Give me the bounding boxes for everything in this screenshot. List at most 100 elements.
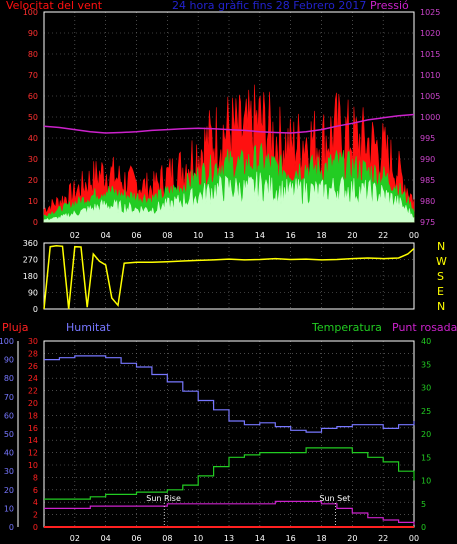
- chart-frames: [17, 11, 415, 528]
- pressure-ytick: 975: [420, 218, 435, 227]
- humidity-xtick: 06: [131, 534, 141, 543]
- wind-xtick: 10: [193, 231, 203, 240]
- rain-ytick: 30: [28, 337, 38, 346]
- cardinal-n-top: N: [437, 240, 445, 253]
- wind-speed-label: Velocitat del vent: [6, 0, 103, 12]
- humitat-ytick: 20: [4, 486, 14, 495]
- temperatura-ytick: 40: [421, 337, 431, 346]
- pressure-ytick: 980: [420, 197, 435, 206]
- humitat-ytick: 60: [4, 411, 14, 420]
- direction-ytick: 270: [23, 256, 38, 265]
- temperatura-series: [44, 447, 415, 500]
- rain-ytick: 0: [33, 523, 38, 532]
- wind-xtick: 08: [162, 231, 172, 240]
- humitat-ytick: 100: [0, 337, 14, 346]
- wind-ytick: 70: [28, 71, 38, 80]
- wind-min-series: [43, 171, 415, 223]
- punt-rosada-label: Punt rosada: [392, 321, 457, 334]
- humitat-ytick: 40: [4, 449, 14, 458]
- pressure-ytick: 1005: [420, 92, 440, 101]
- wind-direction-series: [43, 245, 415, 310]
- humitat-label: Humitat: [66, 321, 111, 334]
- humitat-ytick: 70: [4, 393, 14, 402]
- pressure-ytick: 1020: [420, 29, 440, 38]
- humidity-xtick: 20: [347, 534, 357, 543]
- wind-ytick: 20: [28, 176, 38, 185]
- wind-ytick: 50: [28, 113, 38, 122]
- rain-ytick: 26: [28, 362, 38, 371]
- wind-xtick: 22: [378, 231, 388, 240]
- direction-ytick: 0: [33, 305, 38, 314]
- humidity-xtick: 13: [224, 534, 234, 543]
- cardinal-w: W: [436, 255, 447, 268]
- humidity-xtick: 22: [378, 534, 388, 543]
- cardinal-e: E: [437, 285, 444, 298]
- humidity-xtick: 10: [193, 534, 203, 543]
- rain-ytick: 10: [28, 461, 38, 470]
- direction-ytick: 360: [23, 239, 38, 248]
- rain-ytick: 24: [28, 374, 38, 383]
- pluja-label: Pluja: [2, 321, 28, 334]
- pressure-ytick: 1015: [420, 50, 440, 59]
- wind-ytick: 90: [28, 29, 38, 38]
- direction-ytick: 90: [28, 289, 38, 298]
- tick-labels: 0102030405060708090100975980985990995100…: [0, 8, 440, 543]
- rain-ytick: 28: [28, 349, 38, 358]
- humitat-ytick: 50: [4, 430, 14, 439]
- wind-xtick: 06: [131, 231, 141, 240]
- wind-xtick: 18: [316, 231, 326, 240]
- rain-ytick: 18: [28, 411, 38, 420]
- rain-ytick: 6: [33, 486, 38, 495]
- direction-ytick: 180: [23, 272, 38, 281]
- pressure-series: [43, 113, 415, 134]
- temperatura-ytick: 15: [421, 453, 431, 462]
- sun-set-label: Sun Set: [319, 494, 350, 503]
- pressure-label: Pressió: [370, 0, 409, 12]
- temperatura-ytick: 35: [421, 360, 431, 369]
- wind-xtick: 04: [101, 231, 111, 240]
- grid-lines: [44, 11, 415, 528]
- humidity-xtick: 16: [286, 534, 296, 543]
- pressure-ytick: 1000: [420, 113, 440, 122]
- temperatura-ytick: 10: [421, 477, 431, 486]
- pressure-ytick: 1025: [420, 8, 440, 17]
- cardinal-n-bottom: N: [437, 300, 445, 313]
- humidity-xtick: 04: [101, 534, 111, 543]
- pressure-ytick: 985: [420, 176, 435, 185]
- temperatura-ytick: 0: [421, 523, 426, 532]
- rain-ytick: 2: [33, 511, 38, 520]
- temperatura-ytick: 25: [421, 407, 431, 416]
- wind-xtick: 00: [409, 231, 419, 240]
- temperatura-ytick: 20: [421, 430, 431, 439]
- humidity-xtick: 02: [70, 534, 80, 543]
- rain-ytick: 16: [28, 424, 38, 433]
- wind-xtick: 16: [286, 231, 296, 240]
- rain-ytick: 20: [28, 399, 38, 408]
- humitat-series: [44, 355, 415, 433]
- wind-ytick: 100: [23, 8, 38, 17]
- humitat-ytick: 0: [9, 523, 14, 532]
- temperatura-label: Temperatura: [311, 321, 382, 334]
- punt-rosada-series: [44, 500, 415, 525]
- wind-xtick: 14: [255, 231, 265, 240]
- chart-title: 24 hora gràfic fins 28 Febrero 2017: [172, 0, 366, 12]
- rain-ytick: 8: [33, 473, 38, 482]
- humitat-ytick: 30: [4, 467, 14, 476]
- wind-ytick: 30: [28, 155, 38, 164]
- wind-ytick: 80: [28, 50, 38, 59]
- pressure-ytick: 995: [420, 134, 435, 143]
- rain-ytick: 12: [28, 449, 38, 458]
- humidity-xtick: 14: [255, 534, 265, 543]
- data-series: [43, 84, 415, 528]
- wind-xtick: 13: [224, 231, 234, 240]
- pressure-ytick: 990: [420, 155, 435, 164]
- humidity-xtick: 18: [316, 534, 326, 543]
- wind-ytick: 0: [33, 218, 38, 227]
- wind-xtick: 02: [70, 231, 80, 240]
- pressure-ytick: 1010: [420, 71, 440, 80]
- wind-ytick: 40: [28, 134, 38, 143]
- rain-ytick: 4: [33, 498, 38, 507]
- rain-ytick: 22: [28, 387, 38, 396]
